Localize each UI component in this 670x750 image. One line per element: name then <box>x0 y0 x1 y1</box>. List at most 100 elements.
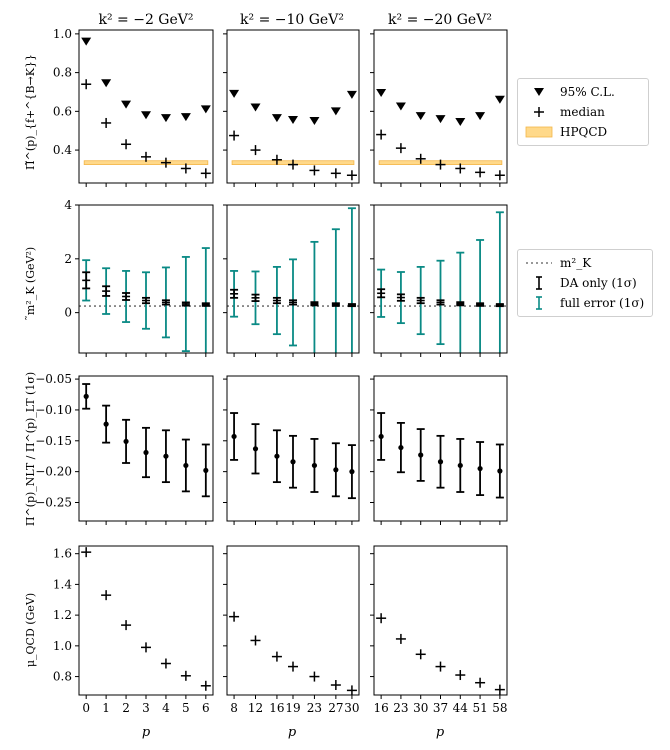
y-tick-label: 1.2 <box>53 608 72 622</box>
x-tick-label: 6 <box>202 701 210 715</box>
ratio-point <box>457 462 463 469</box>
legend-label-hpqcd: HPQCD <box>560 125 608 139</box>
ratio-point <box>437 459 444 465</box>
y-tick-label: 1.4 <box>53 577 72 591</box>
cl95-triangle-point <box>309 117 320 126</box>
ratio-point <box>163 453 169 459</box>
panel-content <box>79 247 213 353</box>
panels: 0.4 0.6 0.8 1.0 0 2 4 −0.25 −0.20 −0.15 −0.10 −0.05… <box>35 27 507 715</box>
legend-item-mk2: m²_K <box>524 254 591 272</box>
x-tick-label: 5 <box>182 701 190 715</box>
ratio-point <box>183 462 189 469</box>
legend-label-cl95: 95% C.L. <box>560 85 615 99</box>
x-tick-label: 2 <box>122 701 130 715</box>
ylabel-row-3: Π^(p)_NLT / Π^(p)_LT (1σ) <box>24 372 37 526</box>
ratio-point <box>418 452 424 458</box>
ratio-point <box>231 433 237 440</box>
legend-label-median: median <box>560 105 605 119</box>
legend-item-hpqcd: HPQCD <box>524 123 607 141</box>
x-tick-label: 8 <box>230 701 238 715</box>
cl95-triangle-point <box>101 79 112 88</box>
cl95-triangle-point <box>435 115 446 124</box>
ratio-point <box>349 469 355 475</box>
panel-frame <box>78 204 214 354</box>
ratio-point <box>311 462 318 469</box>
x-tick-label: 1 <box>102 701 110 715</box>
x-tick-label: 37 <box>433 701 448 715</box>
cl95-triangle-point <box>200 105 211 114</box>
x-tick-label: 19 <box>285 701 300 715</box>
panel-frame <box>226 29 360 184</box>
panel-content <box>377 412 504 499</box>
x-tick-label: 4 <box>162 701 170 715</box>
cl95-triangle-point <box>494 95 505 104</box>
x-tick-label: 27 <box>328 701 343 715</box>
x-tick-label: 44 <box>453 701 469 715</box>
panel-r1-c1: 0.4 0.6 0.8 1.0 <box>53 27 214 187</box>
x-tick-label: 23 <box>307 701 322 715</box>
plus-marker-icon <box>524 104 554 120</box>
ratio-point <box>333 467 339 473</box>
panel-frame <box>373 545 508 696</box>
cl95-triangle-point <box>121 100 132 109</box>
x-tick-label: 0 <box>82 701 90 715</box>
panel-frame <box>373 29 508 184</box>
legend-label-mk2: m²_K <box>560 256 592 270</box>
panel-r3-c3 <box>370 375 508 525</box>
y-axis-labels: Π̃^(p)_{f+^{B→K}} ̃m²_K (GeV²) Π^(p)_NLT… <box>24 54 37 667</box>
ratio-point <box>378 433 384 440</box>
panel-r1-c3 <box>370 29 508 187</box>
panel-frame <box>226 375 360 522</box>
column-title-1: k² = −2 GeV² <box>98 12 193 28</box>
y-tick-label: 0 <box>64 306 72 320</box>
band-swatch-icon <box>524 124 554 140</box>
panel-r3-c1: −0.25 −0.20 −0.15 −0.10 −0.05 <box>35 372 214 525</box>
x-tick-label: 23 <box>393 701 408 715</box>
ratio-point <box>83 393 89 399</box>
y-tick-label: 1.0 <box>53 639 72 653</box>
triangle-marker-icon <box>524 84 554 100</box>
x-axis-labels: p p p <box>142 725 445 740</box>
x-tick-label: 58 <box>492 701 507 715</box>
panel-frame <box>78 375 214 522</box>
cl95-triangle-point <box>180 113 191 122</box>
ratio-point <box>497 468 503 474</box>
dotted-line-icon <box>524 255 554 271</box>
legend-item-median: median <box>524 103 605 121</box>
cl95-triangle-point <box>376 88 387 97</box>
legend-mid: m²_K DA only (1σ) full error (1σ) <box>517 249 653 317</box>
panel-content <box>81 547 211 691</box>
panel-content <box>81 37 211 179</box>
y-tick-label: 0.4 <box>53 143 72 157</box>
panel-content <box>229 89 357 181</box>
y-tick-label: 0.8 <box>53 670 72 684</box>
y-tick-label: 0.6 <box>53 104 72 118</box>
x-tick-label: 51 <box>472 701 487 715</box>
legend-top: 95% C.L. median HPQCD <box>517 78 649 146</box>
panel-content <box>374 211 507 353</box>
panel-frame <box>373 204 508 354</box>
ratio-point <box>203 467 209 474</box>
xlabel-col-3: p <box>436 725 445 740</box>
ratio-point <box>290 459 296 465</box>
x-tick-label: 16 <box>373 701 388 715</box>
panel-r4-c2: 8 12 16 19 23 27 30 <box>223 545 360 715</box>
y-tick-label: 1.0 <box>53 27 72 41</box>
y-tick-label: −0.15 <box>35 434 72 448</box>
panel-frame <box>226 545 360 696</box>
ylabel-row-1: Π̃^(p)_{f+^{B→K}} <box>24 54 37 170</box>
cl95-triangle-point <box>415 112 426 121</box>
y-tick-label: 1.6 <box>53 547 72 561</box>
legend-item-da-only: DA only (1σ) <box>524 274 637 292</box>
panel-r2-c1: 0 2 4 <box>64 198 214 357</box>
cl95-triangle-point <box>271 114 282 123</box>
cl95-triangle-point <box>229 89 240 98</box>
cl95-triangle-point <box>395 102 406 111</box>
y-tick-label: 0.8 <box>53 66 72 80</box>
column-title-3: k² = −20 GeV² <box>388 12 492 28</box>
ylabel-row-2: ̃m²_K (GeV²) <box>24 247 37 320</box>
panel-r4-c3: 16 23 30 37 44 51 58 <box>370 545 508 715</box>
y-tick-label: −0.10 <box>35 403 72 417</box>
teal-errorbar-icon <box>524 295 554 311</box>
ratio-point <box>103 421 109 427</box>
